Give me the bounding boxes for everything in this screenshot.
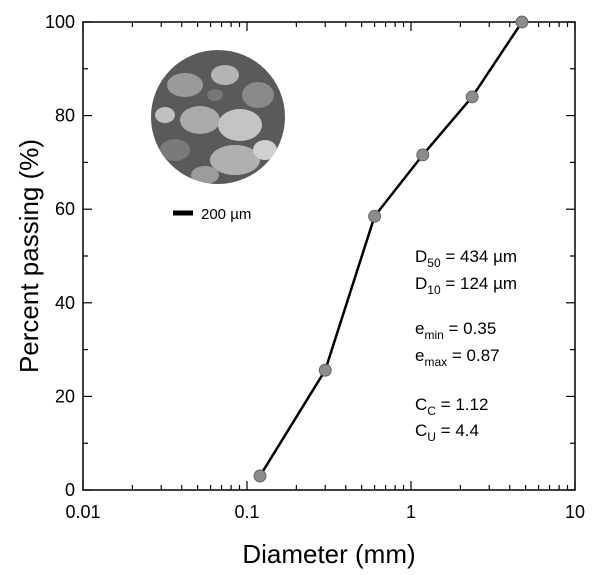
annotation-rest: = 1.12 — [436, 395, 488, 414]
x-tick-label: 10 — [565, 502, 585, 522]
y-tick-label: 80 — [55, 106, 75, 126]
annotation-sub: C — [427, 404, 436, 418]
y-tick-label: 20 — [55, 386, 75, 406]
y-tick-label: 0 — [65, 480, 75, 500]
x-tick-label: 1 — [406, 502, 416, 522]
scale-bar-label: 200 µm — [201, 206, 251, 223]
annotation-sub: max — [424, 355, 447, 369]
annotation-rest: = 434 µm — [441, 247, 517, 266]
annotation-main: e — [415, 346, 424, 365]
annotation-main: C — [415, 421, 427, 440]
y-axis-title: Percent passing (%) — [14, 139, 44, 373]
data-point — [465, 90, 479, 104]
annotation-main: e — [415, 319, 424, 338]
annotation: emax = 0.87 — [415, 346, 500, 369]
x-tick-label: 0.1 — [234, 502, 259, 522]
x-axis-title: Diameter (mm) — [242, 539, 415, 569]
inset-image — [151, 50, 285, 184]
data-line — [258, 21, 524, 477]
annotation-main: C — [415, 395, 427, 414]
annotation: D50 = 434 µm — [415, 247, 517, 270]
annotation-sub: 50 — [427, 256, 441, 270]
y-tick-label: 60 — [55, 199, 75, 219]
annotation-main: D — [415, 274, 427, 293]
annotation-rest: = 0.87 — [447, 346, 499, 365]
data-point — [253, 469, 267, 483]
data-point — [416, 148, 430, 162]
annotation-sub: 10 — [427, 283, 441, 297]
annotation: emin = 0.35 — [415, 319, 496, 342]
annotation-rest: = 4.4 — [436, 421, 479, 440]
annotation-sub: U — [427, 430, 436, 444]
data-point — [318, 363, 332, 377]
annotation-rest: = 124 µm — [441, 274, 517, 293]
annotation-sub: min — [424, 328, 443, 342]
y-tick-label: 100 — [45, 12, 75, 32]
data-point — [515, 15, 529, 29]
x-tick-label: 0.01 — [65, 502, 100, 522]
data-point — [368, 209, 382, 223]
y-tick-label: 40 — [55, 293, 75, 313]
annotation-main: D — [415, 247, 427, 266]
annotation: D10 = 124 µm — [415, 274, 517, 297]
annotation: CU = 4.4 — [415, 421, 479, 444]
annotation: CC = 1.12 — [415, 395, 488, 418]
annotation-rest: = 0.35 — [444, 319, 496, 338]
